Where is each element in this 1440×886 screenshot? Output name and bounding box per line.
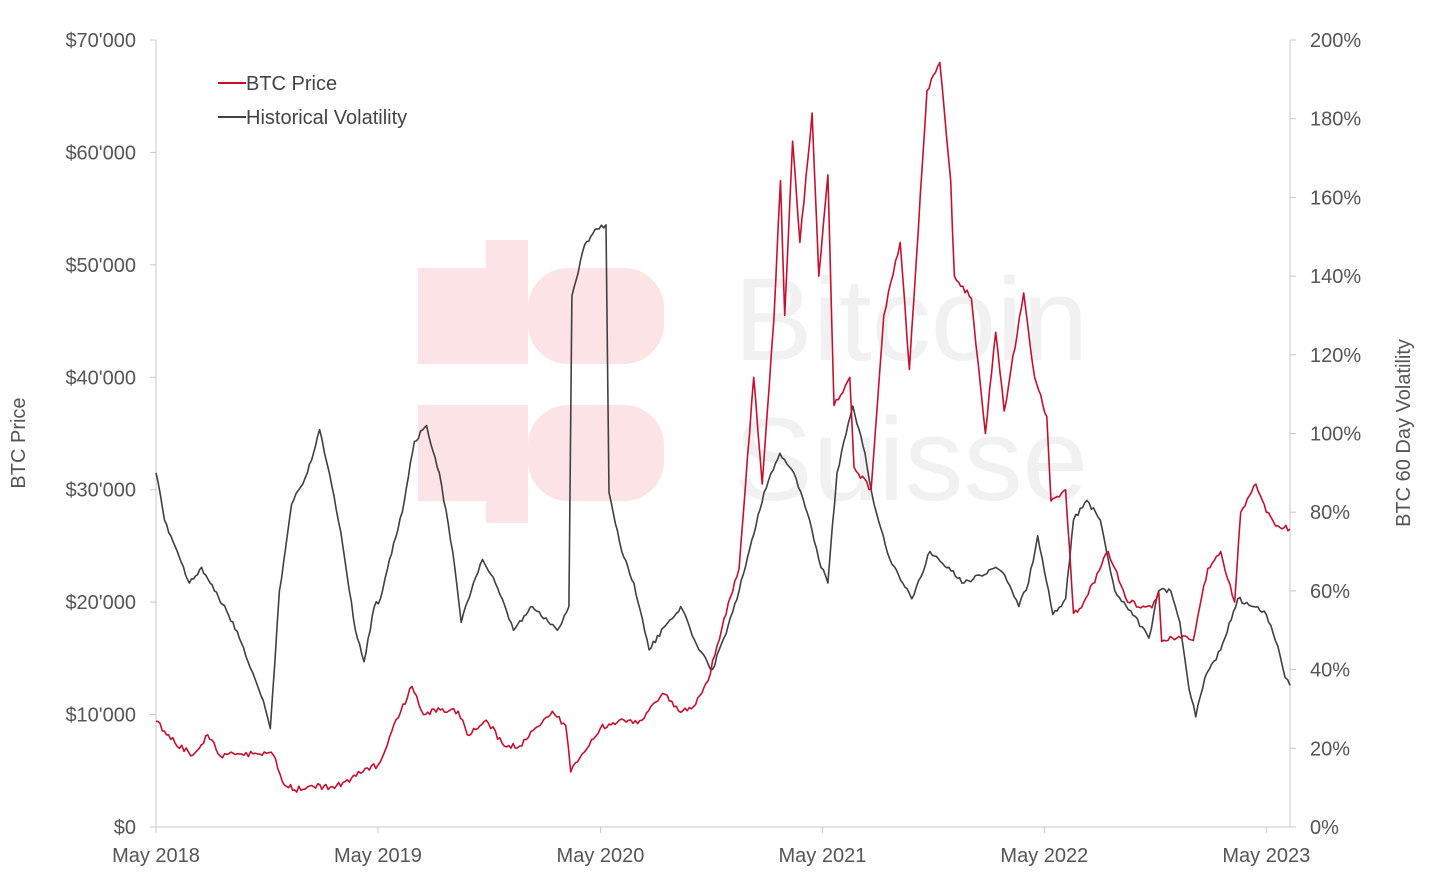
- y-left-tick-label: $10'000: [65, 705, 136, 727]
- y-left-tick-label: $60'000: [65, 142, 136, 164]
- watermark-logo: [418, 240, 664, 523]
- legend-label-historical-volatility: Historical Volatility: [246, 107, 407, 129]
- watermark-text-suisse: Suisse: [734, 394, 1088, 526]
- watermark-logo-block: [528, 405, 664, 501]
- y-right-tick-label: 180%: [1310, 109, 1361, 131]
- watermark-logo-block: [486, 240, 528, 364]
- series-line-historical-volatility: [155, 224, 1291, 730]
- y-right-tick-label: 140%: [1310, 266, 1361, 288]
- y-right-tick-label: 80%: [1310, 502, 1350, 524]
- x-tick-label: May 2023: [1222, 845, 1310, 867]
- watermark-logo-block: [528, 268, 664, 364]
- watermark-logo-block: [418, 268, 488, 364]
- y-left-tick-label: $70'000: [65, 30, 136, 52]
- y-right-tick-label: 200%: [1310, 30, 1361, 52]
- series-layer: [155, 61, 1291, 793]
- legend: BTC Price Historical Volatility: [218, 73, 407, 129]
- y-right-tick-label: 120%: [1310, 345, 1361, 367]
- y-axis-left-title: BTC Price: [8, 397, 30, 488]
- y-right-tick-label: 60%: [1310, 581, 1350, 603]
- y-left-tick-label: $0: [114, 817, 136, 839]
- y-right-tick-label: 40%: [1310, 660, 1350, 682]
- y-axis-right-title: BTC 60 Day Volatility: [1393, 339, 1415, 527]
- series-line-btc-price: [155, 61, 1291, 793]
- y-right-tick-label: 20%: [1310, 738, 1350, 760]
- x-tick-label: May 2018: [112, 845, 200, 867]
- y-right-tick-label: 160%: [1310, 187, 1361, 209]
- axes: $0 $10'000 $20'000 $30'000 $40'000 $50'000 $60…: [65, 30, 1361, 867]
- y-left-tick-label: $40'000: [65, 367, 136, 389]
- x-tick-label: May 2022: [1000, 845, 1088, 867]
- y-left-tick-label: $50'000: [65, 255, 136, 277]
- y-right-tick-label: 100%: [1310, 424, 1361, 446]
- watermark: Bitcoin Suisse: [418, 240, 1088, 526]
- watermark-logo-block: [486, 405, 528, 523]
- watermark-text-bitcoin: Bitcoin: [734, 254, 1088, 386]
- x-tick-label: May 2019: [334, 845, 422, 867]
- y-right-tick-label: 0%: [1310, 817, 1339, 839]
- watermark-logo-block: [418, 405, 488, 501]
- y-left-tick-label: $20'000: [65, 592, 136, 614]
- x-tick-label: May 2021: [778, 845, 866, 867]
- legend-label-btc-price: BTC Price: [246, 73, 337, 95]
- x-tick-label: May 2020: [557, 845, 645, 867]
- y-left-tick-label: $30'000: [65, 480, 136, 502]
